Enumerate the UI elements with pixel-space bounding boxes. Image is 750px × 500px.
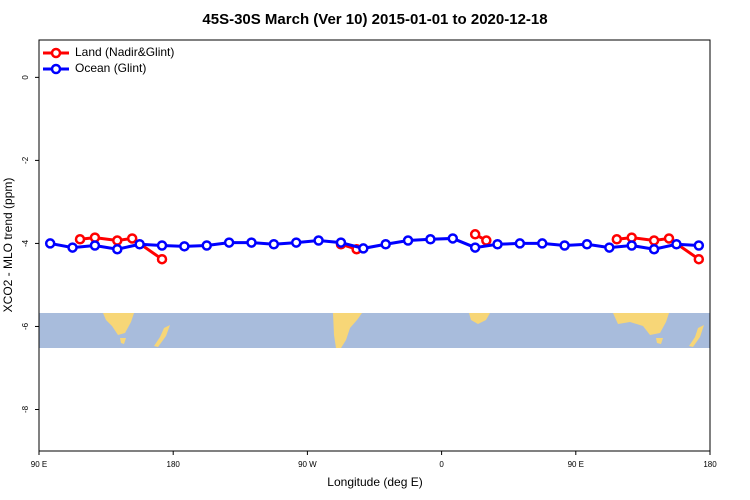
point (663, 233, 675, 244)
point (268, 239, 280, 250)
point (290, 237, 302, 248)
plot-frame (38, 39, 711, 452)
point (223, 237, 235, 248)
point (425, 234, 436, 245)
point (481, 235, 492, 246)
y-tick-label: -4 (21, 239, 30, 247)
point (89, 240, 101, 251)
y-tick-label: 0 (21, 75, 30, 80)
point (112, 243, 123, 255)
point (469, 242, 481, 253)
point (74, 234, 86, 245)
point (44, 238, 56, 249)
point (313, 235, 324, 246)
x-tick-label: 180 (703, 460, 717, 469)
point (156, 253, 168, 265)
legend-marker (50, 63, 62, 75)
legend-label: Ocean (Glint) (75, 61, 146, 75)
point (112, 235, 123, 246)
point (671, 239, 682, 250)
land-shapes (103, 313, 704, 348)
chart-title: 45S-30S March (Ver 10) 2015-01-01 to 202… (202, 11, 547, 28)
point (626, 240, 637, 251)
point (134, 239, 145, 250)
y-axis-label: XCO2 - MLO trend (ppm) (1, 178, 15, 313)
point (380, 239, 391, 250)
y-tick-label: -6 (21, 322, 30, 330)
x-tick-label: 90 E (568, 460, 584, 469)
point (693, 240, 705, 251)
point (201, 240, 212, 251)
point (604, 242, 615, 253)
point (67, 242, 78, 253)
point (492, 239, 503, 250)
point (156, 240, 168, 251)
point (611, 234, 623, 245)
x-axis-label: Longitude (deg E) (327, 475, 422, 489)
point (537, 238, 548, 249)
point (126, 233, 138, 244)
y-tick-label: -2 (21, 156, 30, 164)
point (581, 239, 593, 250)
point (179, 241, 190, 252)
x-tick-label: 0 (439, 460, 444, 469)
point (648, 243, 660, 255)
point (447, 233, 459, 244)
point (335, 237, 347, 248)
point (648, 235, 660, 246)
point (358, 243, 369, 254)
series (44, 233, 705, 255)
ocean-strip (39, 313, 710, 348)
x-tick-label: 90 W (298, 460, 317, 469)
point (514, 238, 526, 249)
legend-label: Land (Nadir&Glint) (75, 45, 174, 59)
point (469, 229, 481, 240)
map-strip (39, 313, 710, 348)
point (246, 237, 257, 248)
legend-marker (50, 47, 62, 59)
point (402, 235, 414, 246)
y-tick-label: -8 (21, 405, 30, 413)
x-tick-label: 90 E (31, 460, 47, 469)
point (693, 253, 705, 265)
x-tick-label: 180 (167, 460, 181, 469)
point (559, 240, 570, 251)
